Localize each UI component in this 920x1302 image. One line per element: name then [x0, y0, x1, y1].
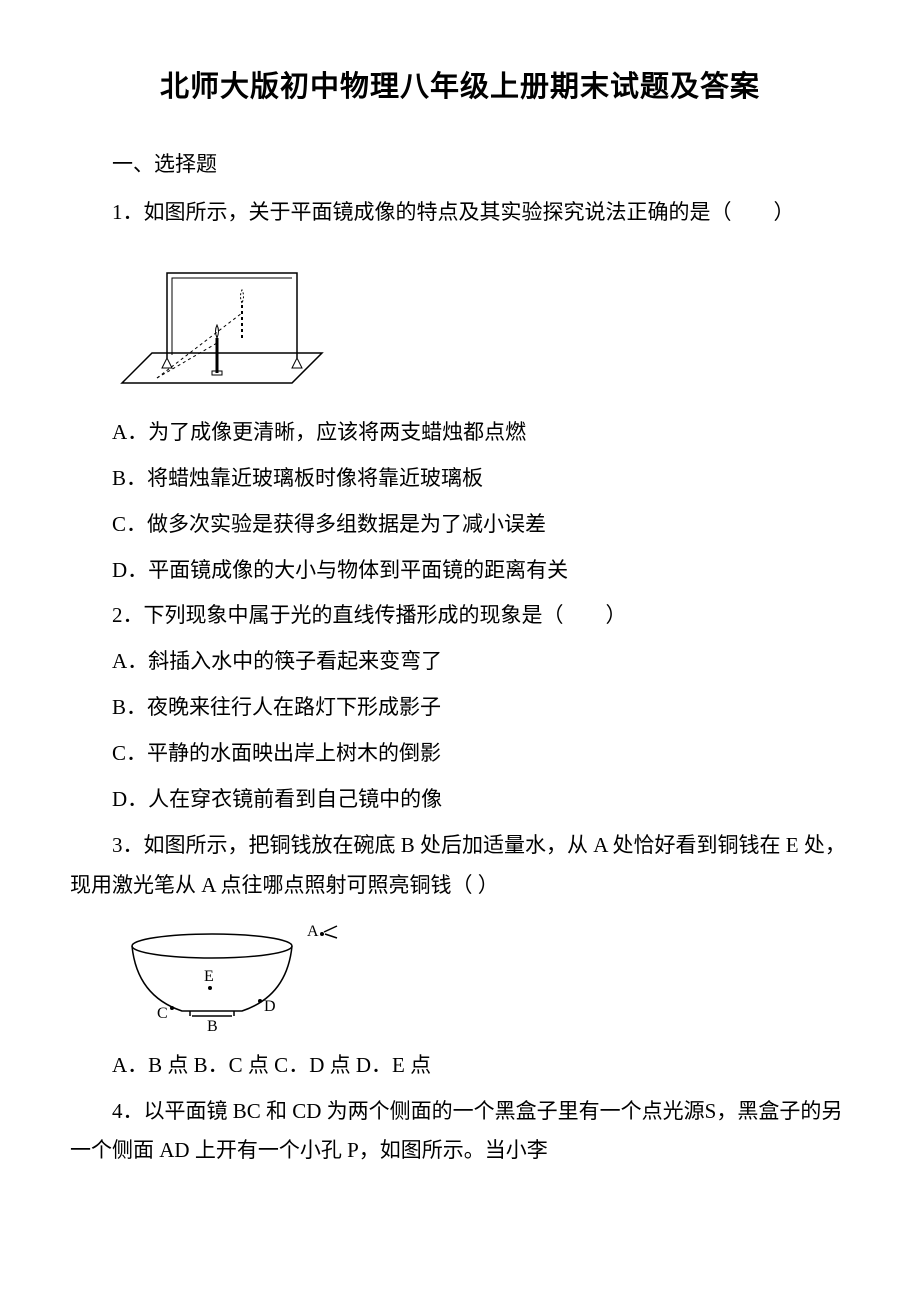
q2-option-a: A．斜插入水中的筷子看起来变弯了 — [70, 642, 850, 682]
figure-1 — [112, 243, 850, 403]
question-1: 1．如图所示，关于平面镜成像的特点及其实验探究说法正确的是（ ） — [70, 193, 850, 233]
q3-options: A．B 点 B．C 点 C．D 点 D．E 点 — [70, 1046, 850, 1086]
q2-option-c: C．平静的水面映出岸上树木的倒影 — [70, 734, 850, 774]
svg-text:D: D — [264, 998, 276, 1015]
question-3: 3．如图所示，把铜钱放在碗底 B 处后加适量水，从 A 处恰好看到铜钱在 E 处… — [70, 826, 850, 906]
svg-text:A: A — [307, 923, 319, 940]
svg-text:B: B — [207, 1018, 218, 1035]
q1-option-d: D．平面镜成像的大小与物体到平面镜的距离有关 — [70, 551, 850, 591]
question-4: 4．以平面镜 BC 和 CD 为两个侧面的一个黑盒子里有一个点光源S，黑盒子的另… — [70, 1092, 850, 1172]
q1-option-c: C．做多次实验是获得多组数据是为了减小误差 — [70, 505, 850, 545]
page-title: 北师大版初中物理八年级上册期末试题及答案 — [70, 60, 850, 115]
section-1-title: 一、选择题 — [70, 145, 850, 185]
q2-option-d: D．人在穿衣镜前看到自己镜中的像 — [70, 780, 850, 820]
q1-option-a: A．为了成像更清晰，应该将两支蜡烛都点燃 — [70, 413, 850, 453]
q1-option-b: B．将蜡烛靠近玻璃板时像将靠近玻璃板 — [70, 459, 850, 499]
figure-2: A E B C D — [112, 916, 850, 1036]
svg-text:C: C — [157, 1005, 168, 1022]
svg-text:E: E — [204, 968, 214, 985]
q2-option-b: B．夜晚来往行人在路灯下形成影子 — [70, 688, 850, 728]
question-2: 2．下列现象中属于光的直线传播形成的现象是（ ） — [70, 596, 850, 636]
